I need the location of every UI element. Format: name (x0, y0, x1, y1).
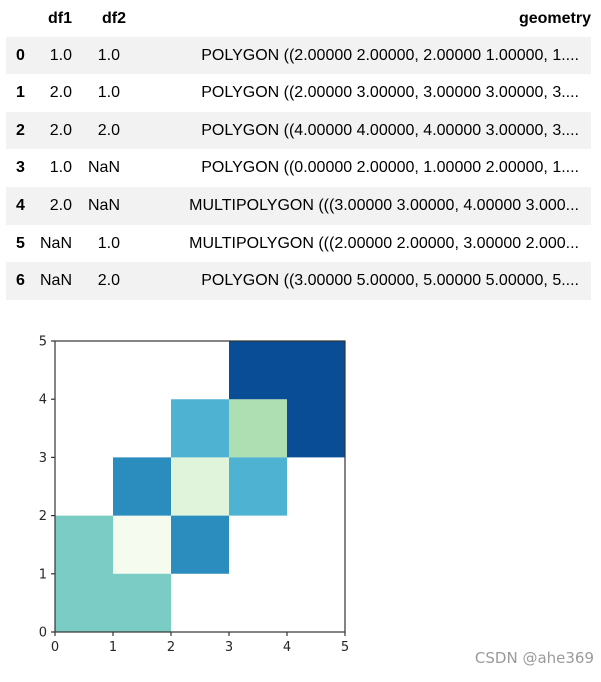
map-polygon-row-6 (229, 341, 345, 458)
table-header-row: df1 df2 geometry (6, 2, 591, 37)
column-header-df1: df1 (40, 2, 73, 37)
table-row: 6 NaN 2.0 POLYGON ((3.00000 5.00000, 5.0… (6, 262, 591, 300)
cell-df2: 2.0 (97, 121, 121, 139)
y-axis-tick-label: 2 (39, 509, 47, 524)
y-axis-tick-label: 3 (39, 451, 47, 466)
results-table: df1 df2 geometry 0 1.0 1.0 POLYGON ((2.0… (6, 2, 591, 300)
cell-df2: 1.0 (97, 234, 121, 252)
x-axis-tick-label: 0 (51, 640, 59, 655)
map-polygon-row-5-part-1 (171, 515, 229, 574)
map-polygon-row-4-part-2 (171, 399, 229, 458)
cell-geometry: POLYGON ((3.00000 5.00000, 5.00000 5.000… (201, 272, 579, 290)
cell-df2: NaN (88, 196, 121, 214)
plot-border (54, 340, 346, 633)
y-axis-tick-label: 4 (39, 393, 47, 408)
index-column-header (6, 2, 40, 37)
map-polygon-row-2 (229, 399, 287, 458)
cell-df1: NaN (40, 272, 73, 290)
cell-df1: 2.0 (49, 84, 73, 102)
row-index: 1 (16, 84, 25, 102)
cell-geometry: POLYGON ((2.00000 2.00000, 2.00000 1.000… (201, 46, 579, 64)
table-row: 4 2.0 NaN MULTIPOLYGON (((3.00000 3.0000… (6, 186, 591, 225)
table-row: 1 2.0 1.0 POLYGON ((2.00000 3.00000, 3.0… (6, 74, 591, 112)
polygon-plot-svg: 0 1 2 3 4 5 0 1 2 3 4 5 (39, 335, 349, 656)
row-index: 4 (16, 196, 25, 214)
cell-df2: NaN (88, 159, 121, 177)
dataframe-output: df1 df2 geometry 0 1.0 1.0 POLYGON ((2.0… (6, 2, 595, 300)
x-axis-tick-label: 4 (283, 640, 291, 655)
row-index: 6 (16, 272, 25, 290)
y-axis-tick-label: 0 (39, 626, 47, 641)
cell-df1: 1.0 (49, 46, 73, 64)
row-index: 5 (16, 234, 25, 252)
map-polygon-row-1 (171, 457, 229, 516)
map-polygon-row-4-part-1 (229, 457, 287, 516)
table-row: 2 2.0 2.0 POLYGON ((4.00000 4.00000, 4.0… (6, 111, 591, 150)
y-axis-tick-label: 1 (39, 567, 47, 582)
cell-geometry: POLYGON ((4.00000 4.00000, 4.00000 3.000… (201, 121, 579, 139)
table-row: 5 NaN 1.0 MULTIPOLYGON (((2.00000 2.0000… (6, 224, 591, 263)
table-header: df1 df2 geometry (6, 2, 591, 37)
cell-df2: 1.0 (97, 46, 121, 64)
cell-df2: 1.0 (97, 84, 121, 102)
cell-geometry: MULTIPOLYGON (((3.00000 3.00000, 4.00000… (189, 196, 579, 214)
table-row: 0 1.0 1.0 POLYGON ((2.00000 2.00000, 2.0… (6, 36, 591, 75)
cell-df1: 2.0 (49, 196, 73, 214)
column-header-df2: df2 (72, 2, 127, 37)
map-polygon-row-0 (113, 515, 171, 574)
x-axis-tick-label: 2 (167, 640, 175, 655)
cell-df1: 1.0 (49, 159, 73, 177)
x-axis-tick-label: 3 (225, 640, 233, 655)
row-index: 3 (16, 159, 25, 177)
table-body: 0 1.0 1.0 POLYGON ((2.00000 2.00000, 2.0… (6, 36, 591, 300)
y-axis-tick-label: 5 (39, 335, 47, 350)
map-polygon-row-3 (55, 515, 171, 632)
table-row: 3 1.0 NaN POLYGON ((0.00000 2.00000, 1.0… (6, 149, 591, 187)
row-index: 0 (16, 46, 25, 64)
cell-df1: NaN (40, 234, 73, 252)
cell-geometry: POLYGON ((2.00000 3.00000, 3.00000 3.000… (201, 84, 579, 102)
figure: 0 1 2 3 4 5 0 1 2 3 4 5 (0, 322, 601, 670)
cell-geometry: POLYGON ((0.00000 2.00000, 1.00000 2.000… (201, 159, 579, 177)
cell-df1: 2.0 (49, 121, 73, 139)
x-axis-tick-label: 5 (341, 640, 349, 655)
cell-geometry: MULTIPOLYGON (((2.00000 2.00000, 3.00000… (189, 234, 579, 252)
row-index: 2 (16, 121, 25, 139)
column-header-geometry: geometry (126, 2, 591, 37)
cell-df2: 2.0 (97, 272, 121, 290)
map-polygon-row-5-part-2 (113, 457, 171, 516)
x-axis-tick-label: 1 (109, 640, 117, 655)
csdn-watermark: CSDN @ahe369 (474, 649, 594, 667)
